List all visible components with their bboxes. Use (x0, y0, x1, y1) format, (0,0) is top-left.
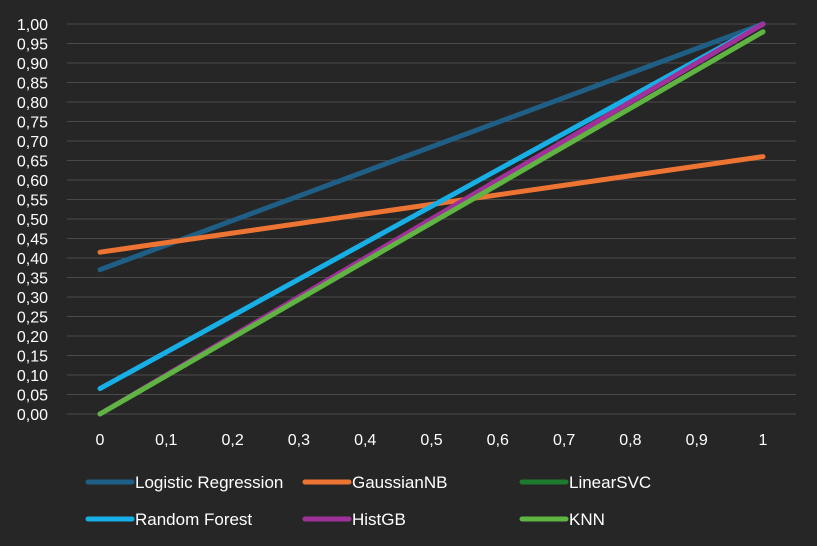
y-tick-label: 0,65 (17, 154, 48, 171)
y-tick-label: 0,75 (17, 115, 48, 132)
y-tick-label: 0,35 (17, 271, 48, 288)
series-line-knn (97, 29, 766, 417)
y-tick-label: 0,10 (17, 368, 48, 385)
legend-label: LinearSVC (569, 473, 651, 492)
legend-label: Random Forest (135, 510, 252, 529)
legend-item: Random Forest (85, 510, 252, 529)
y-tick-label: 0,55 (17, 193, 48, 210)
x-tick-label: 1 (759, 432, 768, 449)
legend-item: GaussianNB (302, 473, 447, 492)
grid (67, 23, 796, 415)
y-tick-label: 0,20 (17, 329, 48, 346)
x-tick-label: 0,7 (553, 432, 575, 449)
legend-item: KNN (519, 510, 605, 529)
legend-label: Logistic Regression (135, 473, 283, 492)
x-tick-label: 0 (96, 432, 105, 449)
y-tick-label: 0,25 (17, 310, 48, 327)
x-axis-ticks: 0 0,1 0,2 0,3 0,4 0,5 0,6 0,7 0,8 0,9 1 (96, 432, 768, 449)
y-tick-label: 0,40 (17, 251, 48, 268)
legend-item: HistGB (302, 510, 406, 529)
series-lines (97, 21, 766, 417)
y-tick-label: 0,50 (17, 212, 48, 229)
y-tick-label: 0,15 (17, 349, 48, 366)
y-tick-label: 0,00 (17, 407, 48, 424)
y-axis-ticks: 0,00 0,05 0,10 0,15 0,20 0,25 0,30 0,35 0,40 0,45… (17, 17, 48, 424)
y-tick-label: 0,05 (17, 388, 48, 405)
y-tick-label: 0,80 (17, 95, 48, 112)
x-tick-label: 0,1 (155, 432, 177, 449)
y-tick-label: 0,95 (17, 37, 48, 54)
y-tick-label: 0,90 (17, 56, 48, 73)
legend-item: LinearSVC (519, 473, 651, 492)
series-line-logistic-regression (97, 21, 766, 273)
legend-item: Logistic Regression (85, 473, 283, 492)
legend-label: KNN (569, 510, 605, 529)
x-tick-label: 0,3 (288, 432, 310, 449)
x-tick-label: 0,4 (354, 432, 376, 449)
x-tick-label: 0,5 (420, 432, 442, 449)
series-line-random-forest (97, 21, 766, 392)
x-tick-label: 0,6 (487, 432, 509, 449)
legend: Logistic Regression GaussianNB LinearSVC Ra… (85, 473, 651, 529)
y-tick-label: 0,30 (17, 290, 48, 307)
x-tick-label: 0,9 (686, 432, 708, 449)
y-tick-label: 0,45 (17, 232, 48, 249)
y-tick-label: 0,60 (17, 173, 48, 190)
legend-label: HistGB (352, 510, 406, 529)
x-tick-label: 0,2 (221, 432, 243, 449)
y-tick-label: 1,00 (17, 17, 48, 34)
x-tick-label: 0,8 (619, 432, 641, 449)
legend-label: GaussianNB (352, 473, 447, 492)
y-tick-label: 0,85 (17, 76, 48, 93)
y-tick-label: 0,70 (17, 134, 48, 151)
